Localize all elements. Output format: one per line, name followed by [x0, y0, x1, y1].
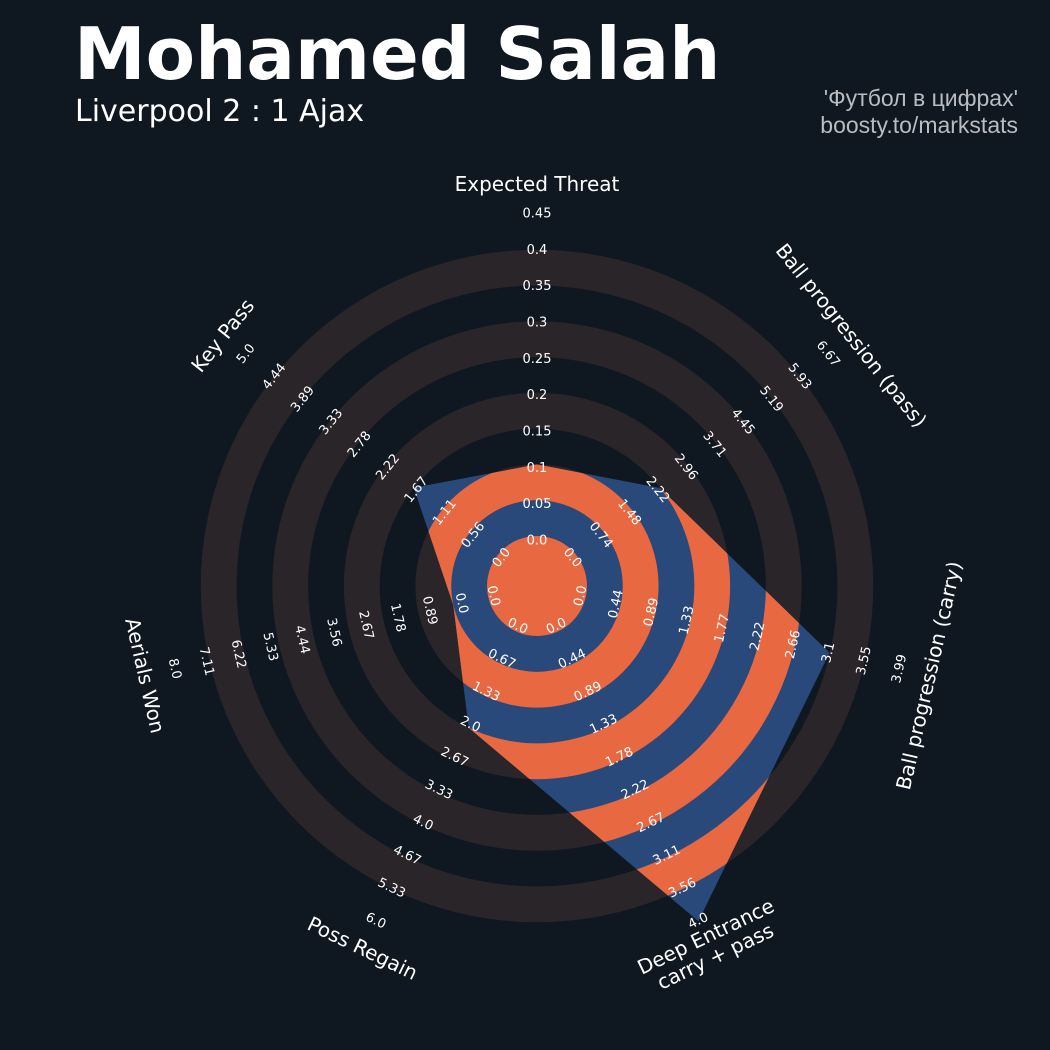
radar-tick-label: 3.55 — [854, 645, 875, 677]
radar-tick-label: 1.78 — [387, 602, 408, 634]
radar-tick-label: 8.0 — [165, 657, 184, 681]
radar-tick-label: 0.0 — [571, 584, 590, 608]
radar-tick-label: 2.67 — [355, 609, 376, 641]
radar-axis-label: Expected Threat — [455, 172, 620, 196]
radar-tick-label: 0.0 — [527, 534, 548, 549]
radar-axis-label: Deep Entrancecarry + pass — [634, 893, 788, 999]
radar-tick-label: 6.67 — [813, 338, 843, 370]
radar-tick-label: 0.2 — [527, 388, 548, 403]
radar-tick-label: 1.33 — [677, 605, 698, 637]
radar-tick-label: 0.1 — [527, 461, 548, 476]
radar-tick-label: 0.15 — [523, 425, 552, 440]
radar-tick-label: 2.66 — [783, 629, 804, 661]
player-accent-center — [487, 536, 587, 636]
radar-tick-label: 5.33 — [259, 631, 280, 663]
radar-tick-label: 0.44 — [606, 588, 627, 620]
radar-tick-label: 7.11 — [196, 646, 217, 678]
radar-tick-label: 6.0 — [363, 910, 388, 932]
radar-axis-label-line: Expected Threat — [455, 172, 620, 196]
match-subtitle: Liverpool 2 : 1 Ajax — [75, 94, 365, 129]
radar-tick-label: 4.44 — [291, 624, 312, 656]
credit-line-1: 'Футбол в цифрах' — [823, 85, 1018, 111]
radar-tick-label: 3.99 — [889, 653, 910, 685]
radar-tick-label: 3.56 — [323, 617, 344, 649]
player-accent-ring — [415, 464, 659, 708]
radar-axis-label: Key Pass — [186, 294, 259, 377]
radar-axis-label: Aerials Won — [120, 616, 170, 736]
radar-tick-label: 6.22 — [228, 638, 249, 670]
radar-tick-label: 1.77 — [712, 613, 733, 645]
radar-axis-label-line: Key Pass — [186, 294, 259, 377]
player-name-title: Mohamed Salah — [74, 12, 721, 96]
radar-tick-label: 0.45 — [523, 207, 552, 222]
radar-axis-label-line: Aerials Won — [120, 616, 170, 736]
radar-tick-label: 0.4 — [527, 243, 548, 258]
radar-tick-label: 0.89 — [641, 596, 662, 628]
player-accent-rings — [413, 464, 830, 922]
radar-tick-label: 3.1 — [819, 641, 838, 665]
player-polygon-group — [413, 464, 830, 922]
radar-tick-label: 2.22 — [747, 621, 768, 653]
credit-line-2: boosty.to/markstats — [820, 112, 1018, 138]
radar-tick-label: 0.3 — [527, 316, 548, 331]
radar-tick-label: 5.0 — [234, 341, 259, 367]
radar-tick-label: 0.35 — [523, 279, 552, 294]
radar-tick-label: 0.0 — [483, 584, 502, 608]
radar-tick-label: 0.25 — [523, 352, 552, 367]
radar-tick-label: 0.05 — [523, 497, 552, 512]
radar-tick-label: 0.0 — [452, 592, 471, 616]
radar-tick-label: 0.89 — [419, 595, 440, 627]
